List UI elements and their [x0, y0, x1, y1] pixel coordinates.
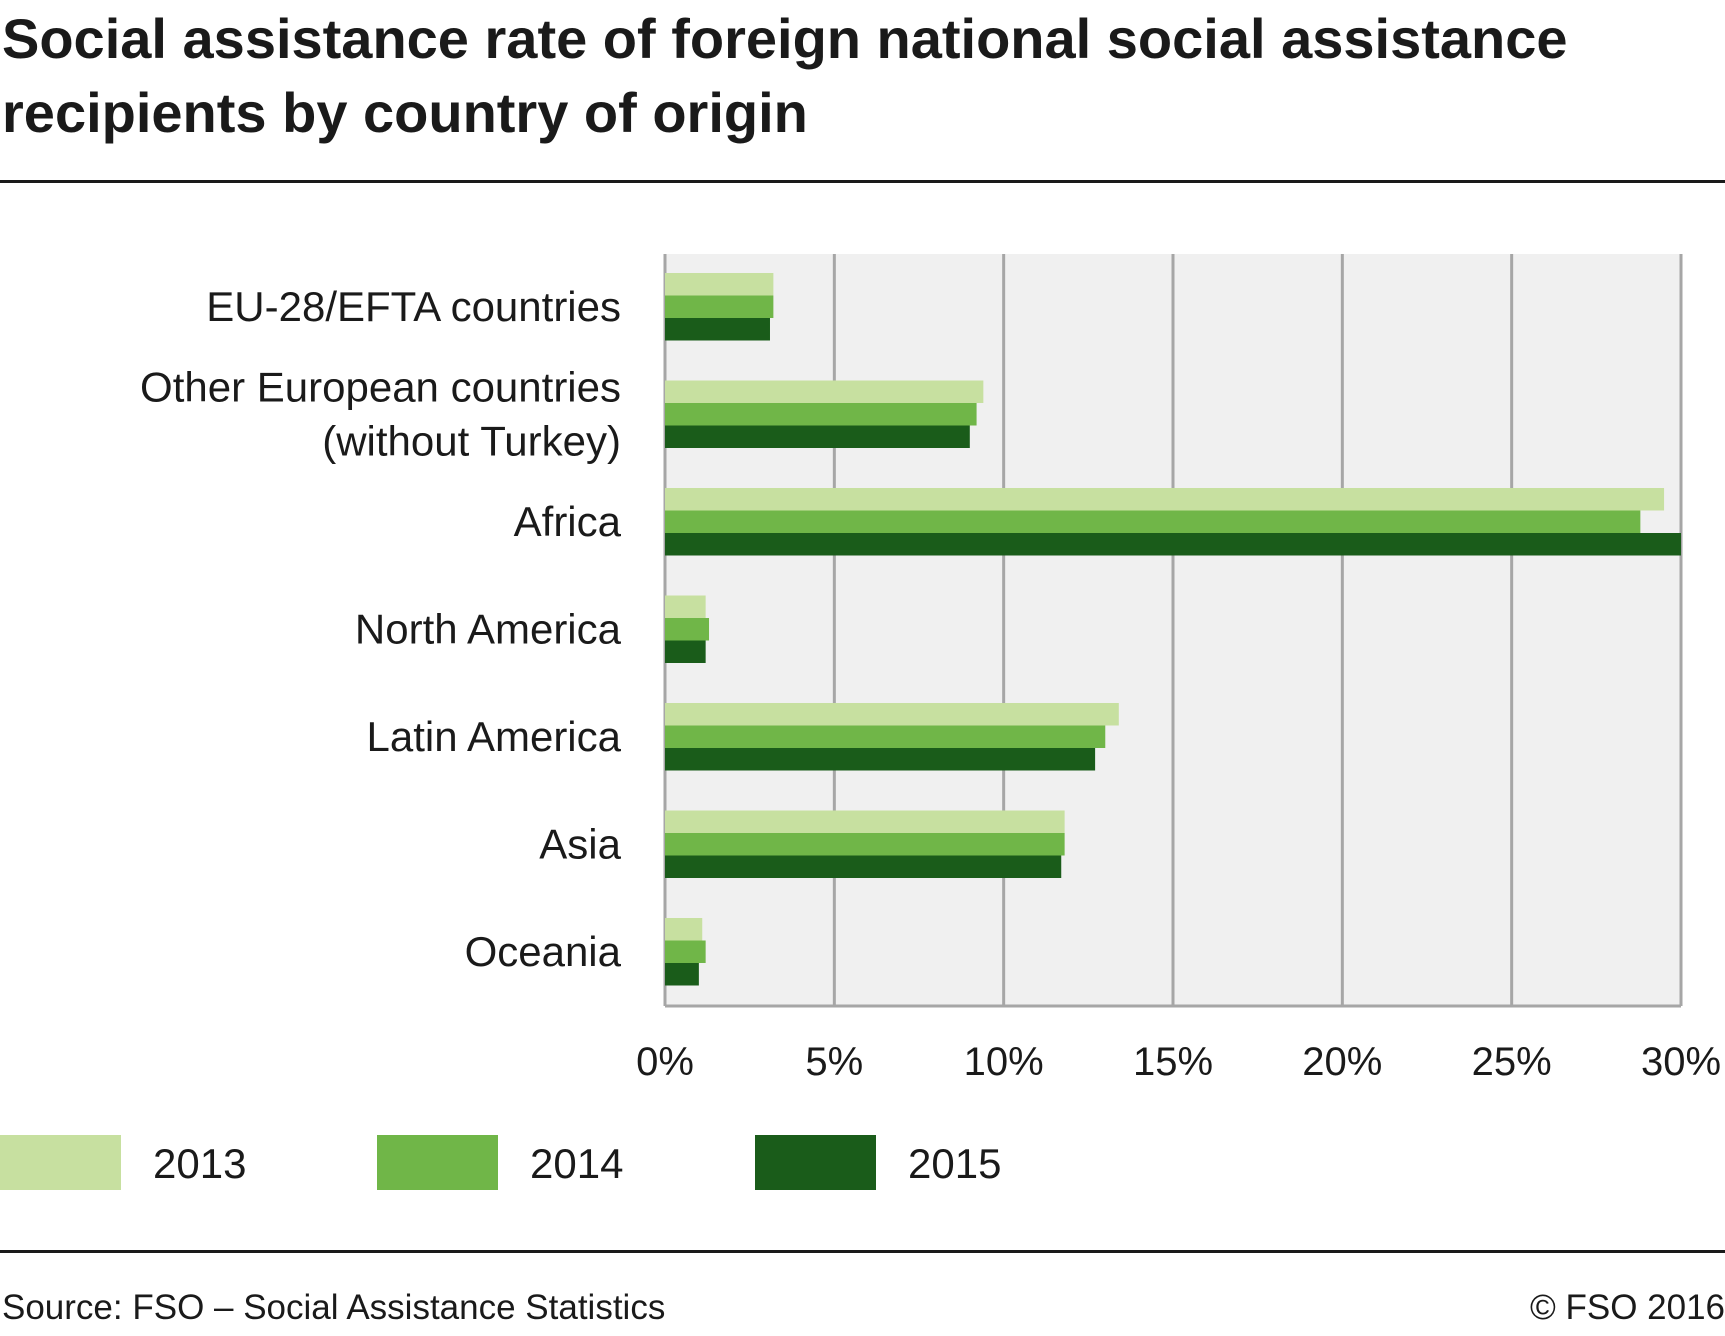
legend-label: 2014 [530, 1140, 623, 1187]
bar-2013 [665, 595, 706, 618]
bar-2015 [665, 748, 1096, 771]
bar-2014 [665, 940, 706, 963]
bar-2013 [665, 380, 984, 403]
legend-swatch-2013 [0, 1135, 121, 1190]
bar-2015 [665, 963, 699, 986]
bar-2014 [665, 725, 1106, 748]
top-divider [0, 180, 1725, 183]
bottom-divider [0, 1250, 1725, 1253]
copyright-note: © FSO 2016 [1529, 1288, 1725, 1327]
x-tick-label: 20% [1302, 1040, 1382, 1084]
bar-2014 [665, 833, 1065, 856]
bar-2014 [665, 510, 1641, 533]
bar-2014 [665, 403, 977, 426]
category-label: (without Turkey) [322, 417, 621, 464]
bar-2014 [665, 618, 710, 641]
bar-2015 [665, 318, 770, 341]
legend: 2013 2014 2015 [0, 1135, 1001, 1190]
category-labels: EU-28/EFTA countries Other European count… [140, 283, 622, 975]
chart-title: Social assistance rate of foreign nation… [2, 7, 1568, 144]
bar-2013 [665, 810, 1065, 833]
legend-swatch-2014 [377, 1135, 498, 1190]
legend-label: 2015 [908, 1140, 1001, 1187]
source-note: Source: FSO – Social Assistance Statisti… [2, 1288, 666, 1327]
bar-2015 [665, 425, 970, 448]
x-tick-label: 30% [1641, 1040, 1721, 1084]
legend-swatch-2015 [755, 1135, 876, 1190]
bar-2013 [665, 273, 774, 296]
category-label: EU-28/EFTA countries [206, 283, 621, 330]
bar-2013 [665, 918, 703, 941]
category-label: Africa [514, 498, 622, 545]
category-label: Oceania [465, 928, 622, 975]
category-label: Other European countries [140, 363, 621, 410]
x-tick-label: 15% [1133, 1040, 1213, 1084]
bar-2013 [665, 488, 1665, 511]
bar-2014 [665, 295, 774, 318]
x-axis-ticks: 0% 5% 10% 15% 20% 25% 30% [636, 1040, 1721, 1084]
bar-chart: EU-28/EFTA countries Other European count… [0, 254, 1721, 1190]
category-label: North America [355, 605, 622, 652]
category-label: Latin America [367, 713, 622, 760]
plot-area [663, 254, 1683, 1008]
x-tick-label: 10% [964, 1040, 1044, 1084]
bar-2015 [665, 640, 706, 663]
bar-2013 [665, 703, 1119, 726]
x-tick-label: 25% [1472, 1040, 1552, 1084]
legend-label: 2013 [153, 1140, 246, 1187]
x-tick-label: 5% [805, 1040, 863, 1084]
bar-2015 [665, 855, 1062, 878]
x-tick-label: 0% [636, 1040, 694, 1084]
bar-2015 [665, 533, 1681, 556]
category-label: Asia [539, 820, 621, 867]
